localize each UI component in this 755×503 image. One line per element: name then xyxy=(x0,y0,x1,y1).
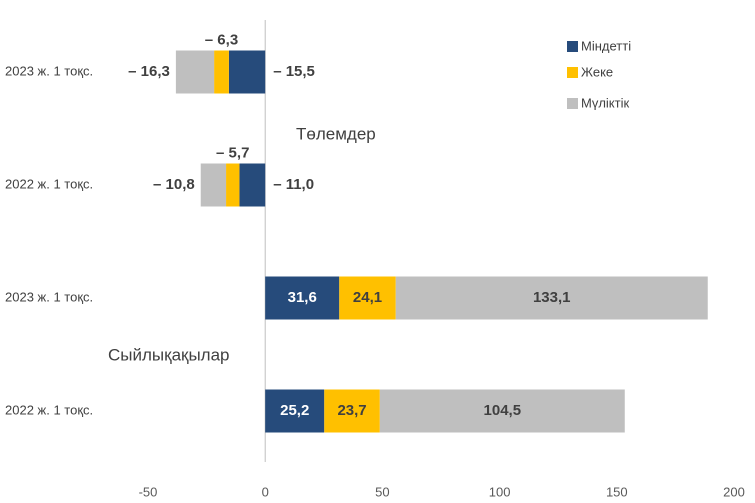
legend-label: Мүліктік xyxy=(581,95,629,110)
bar-segment xyxy=(214,50,229,94)
x-tick-label: 0 xyxy=(262,484,269,499)
value-label: 31,6 xyxy=(288,289,317,306)
value-label: – 6,3 xyxy=(205,31,238,48)
value-label: 23,7 xyxy=(337,402,366,419)
legend-swatch xyxy=(567,98,578,109)
value-label: 133,1 xyxy=(533,289,571,306)
value-label: – 16,3 xyxy=(128,63,170,80)
bar-segment xyxy=(226,163,240,207)
bar-segment xyxy=(265,276,340,320)
legend-label: Жеке xyxy=(581,64,613,79)
bar-segment xyxy=(395,276,708,320)
annotation: Сыйлықақылар xyxy=(108,345,230,364)
bar-segment xyxy=(175,50,215,94)
bar-segment xyxy=(200,163,227,207)
legend-swatch xyxy=(567,41,578,52)
x-tick-label: 150 xyxy=(606,484,628,499)
bar-segment xyxy=(324,389,380,433)
category-label: 2023 ж. 1 тоқс. xyxy=(5,289,93,304)
value-label: – 10,8 xyxy=(153,176,195,193)
x-tick-label: 100 xyxy=(489,484,511,499)
annotation: Төлемдер xyxy=(296,124,376,143)
value-label: 25,2 xyxy=(280,402,309,419)
bar-segment xyxy=(379,389,625,433)
x-tick-label: -50 xyxy=(139,484,158,499)
value-label: – 11,0 xyxy=(273,176,314,193)
bar-segment xyxy=(239,163,266,207)
legend-swatch xyxy=(567,67,578,78)
category-label: 2022 ж. 1 тоқс. xyxy=(5,402,93,417)
bar-segment xyxy=(265,389,325,433)
value-label: – 5,7 xyxy=(216,144,249,161)
value-label: – 15,5 xyxy=(273,63,315,80)
category-label: 2022 ж. 1 тоқс. xyxy=(5,176,93,191)
x-tick-label: 50 xyxy=(375,484,389,499)
x-tick-label: 200 xyxy=(723,484,745,499)
legend-label: Міндетті xyxy=(581,38,631,53)
value-label: 104,5 xyxy=(484,402,522,419)
value-label: 24,1 xyxy=(353,289,382,306)
bar-segment xyxy=(339,276,396,320)
category-label: 2023 ж. 1 тоқс. xyxy=(5,63,93,78)
bar-segment xyxy=(228,50,266,94)
